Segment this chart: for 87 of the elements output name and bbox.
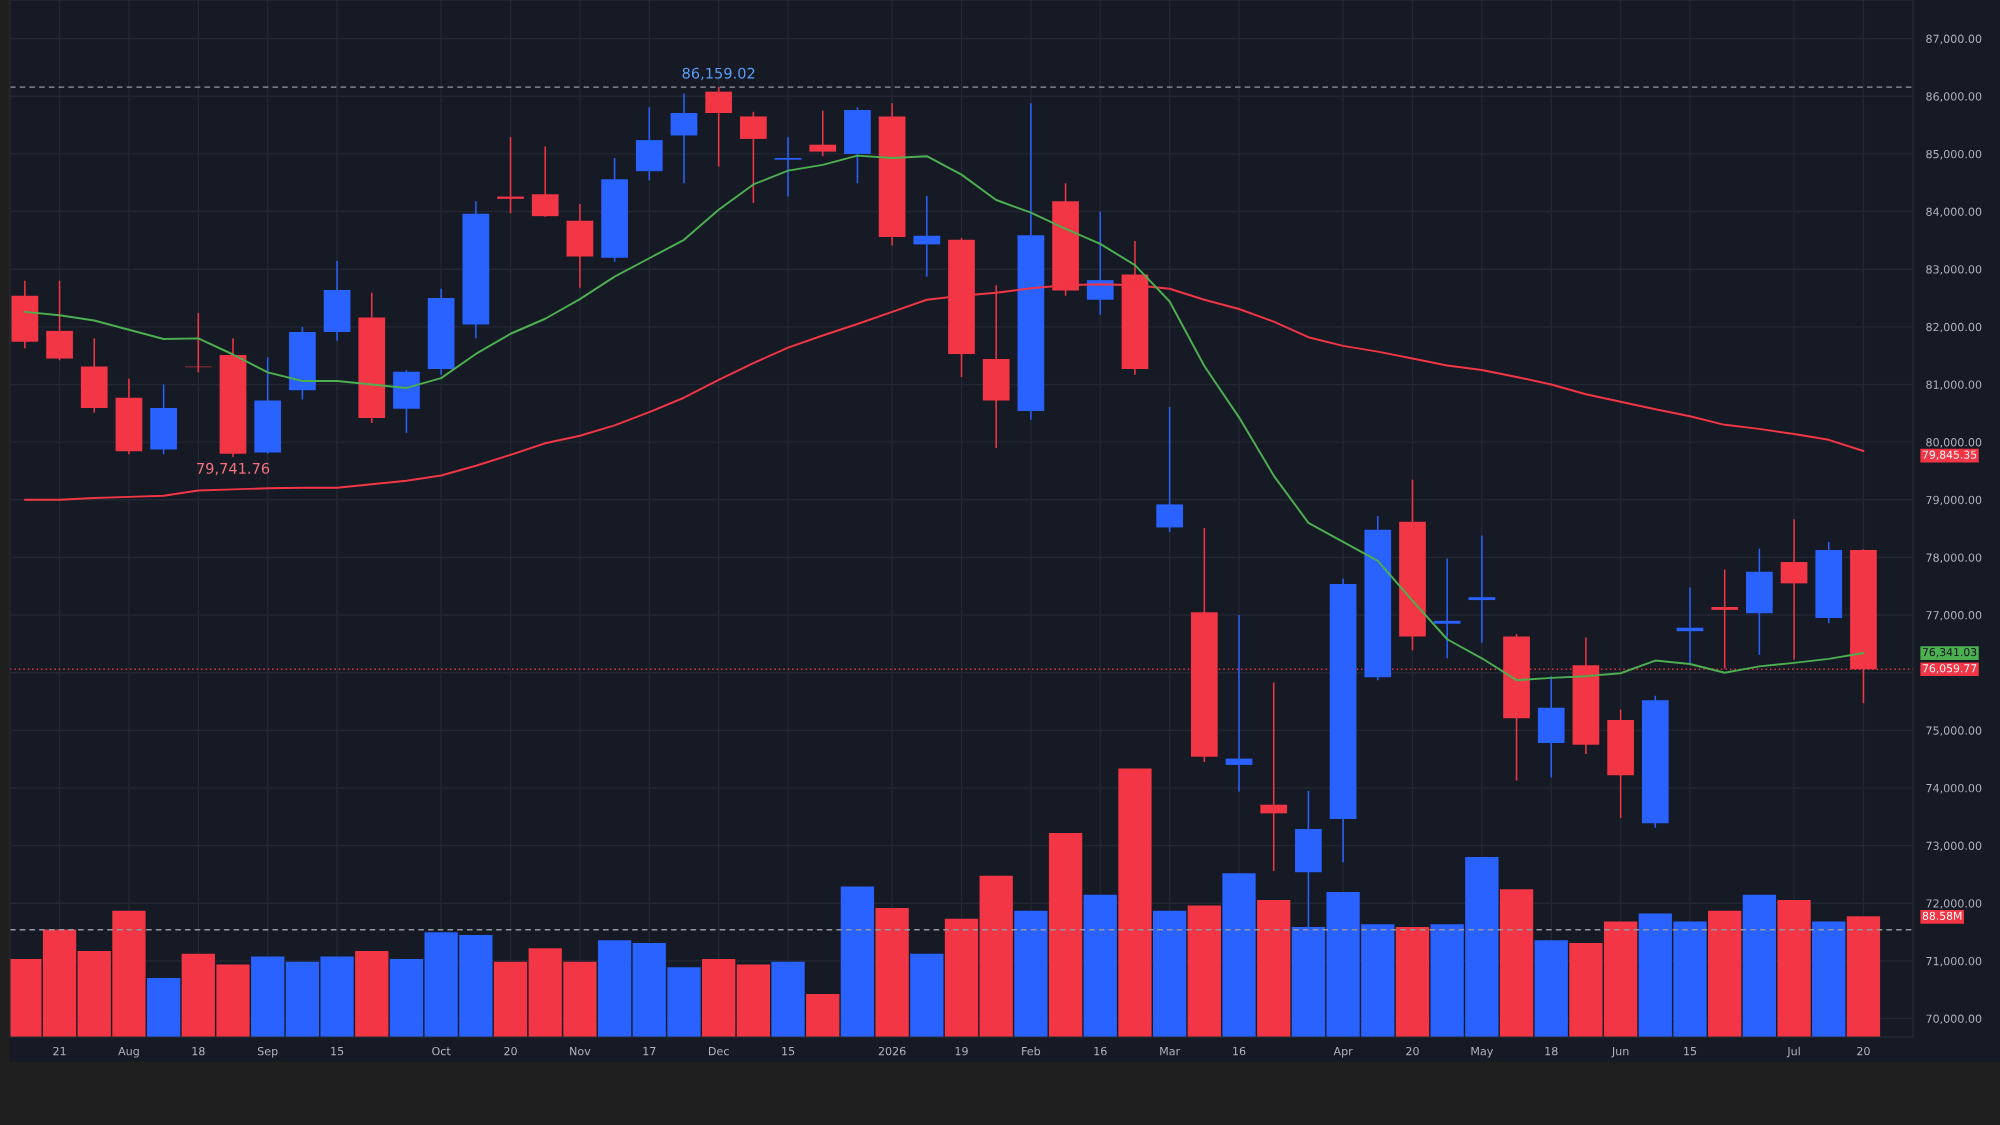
x-tick-label: 18 [1545, 1046, 1558, 1056]
bar [1152, 910, 1187, 1037]
x-tick-label: 19 [955, 1046, 968, 1056]
x-tick-label: Sep [257, 1046, 278, 1058]
bar [1222, 873, 1256, 1037]
bar [910, 953, 944, 1037]
y-tick-label: 79,000.00 [1926, 495, 1982, 506]
candlestick [809, 109, 837, 157]
candlestick [1260, 681, 1288, 872]
candlestick [1468, 534, 1496, 644]
bar [1257, 900, 1291, 1037]
text: 79,845.35 [1922, 450, 1977, 460]
y-tick-label: 80,000.00 [1926, 438, 1982, 448]
bar [944, 918, 979, 1037]
bar [1812, 921, 1846, 1037]
x-tick-label: Feb [1022, 1046, 1041, 1056]
y-tick-label: 72,000.00 [1926, 899, 1982, 909]
bar [1534, 940, 1568, 1037]
y-tick-label: 75,000.00 [1926, 726, 1982, 736]
x-tick-label: 20 [1406, 1046, 1419, 1056]
y-tick-label: 70,000.00 [1926, 1014, 1982, 1025]
bar [736, 964, 771, 1037]
x-tick-label: Apr [1333, 1047, 1353, 1058]
candlestick [774, 136, 802, 198]
x-tick-label: Mar [1160, 1047, 1181, 1056]
x-tick-label: 16 [1094, 1046, 1107, 1056]
y-tick-label: 74,000.00 [1926, 783, 1982, 794]
candlestick [1711, 568, 1739, 670]
x-tick-label: 15 [1684, 1047, 1697, 1056]
bar [1048, 832, 1083, 1037]
bar [493, 961, 528, 1037]
x-tick-label: May [1471, 1047, 1494, 1058]
x-tick-label: Dec [709, 1047, 729, 1056]
line-series [23, 154, 1865, 682]
bar [771, 961, 805, 1037]
bar [146, 977, 181, 1037]
x-tick-label: Jul [1786, 1046, 1800, 1058]
bar [875, 908, 909, 1037]
bar [597, 940, 632, 1037]
annotation: 79,741.76 [197, 462, 270, 476]
y-tick-label: 71,000.00 [1926, 956, 1982, 967]
annotation: 86,159.02 [682, 67, 755, 81]
bar [1395, 926, 1430, 1037]
x-tick-label: Jun [1611, 1047, 1629, 1058]
bar [1187, 905, 1221, 1037]
y-tick-label: 87,000.00 [1926, 34, 1982, 45]
x-tick-label: 20 [1857, 1046, 1870, 1056]
x-tick-label: 16 [1233, 1046, 1246, 1056]
y-tick-label: 84,000.00 [1926, 207, 1982, 218]
bar [1118, 768, 1152, 1037]
text: 76,341.03 [1922, 647, 1977, 658]
bar [1014, 910, 1048, 1037]
x-tick-label: 20 [504, 1046, 517, 1056]
bar [1083, 894, 1117, 1037]
y-tick-label: 82,000.00 [1926, 322, 1982, 333]
y-tick-label: 73,000.00 [1926, 841, 1982, 852]
x-tick-label: 21 [53, 1046, 66, 1056]
y-tick-label: 85,000.00 [1926, 149, 1982, 160]
bar [1499, 889, 1534, 1037]
bar [1846, 916, 1881, 1037]
x-tick-label: 17 [643, 1047, 656, 1056]
bar [1777, 900, 1811, 1037]
bar [1708, 910, 1742, 1037]
y-tick-label: 86,000.00 [1926, 92, 1982, 102]
x-tick-label: 15 [331, 1047, 344, 1056]
bar [806, 994, 840, 1037]
bar [702, 959, 736, 1037]
x-tick-label: 2026 [878, 1046, 906, 1056]
ref-line-label: 76,059.77 [1922, 664, 1977, 674]
bar [1742, 894, 1777, 1037]
candlestick [913, 195, 941, 278]
y-tick-label: 81,000.00 [1926, 380, 1982, 390]
candlestick [1433, 557, 1461, 660]
x-tick-label: Nov [570, 1047, 591, 1056]
x-tick-label: 18 [192, 1046, 205, 1056]
x-tick-label: 15 [782, 1047, 795, 1056]
bar [979, 875, 1013, 1037]
bar [251, 956, 285, 1037]
y-tick-label: 83,000.00 [1926, 265, 1982, 275]
candlestick [1225, 614, 1253, 793]
bar [355, 951, 389, 1037]
y-tick-label: 78,000.00 [1926, 553, 1982, 563]
text: 88.58M [1922, 911, 1962, 920]
x-tick-label: Oct [432, 1046, 451, 1056]
x-tick-label: Aug [118, 1047, 139, 1058]
bar [840, 886, 875, 1037]
y-tick-label: 77,000.00 [1926, 611, 1982, 621]
